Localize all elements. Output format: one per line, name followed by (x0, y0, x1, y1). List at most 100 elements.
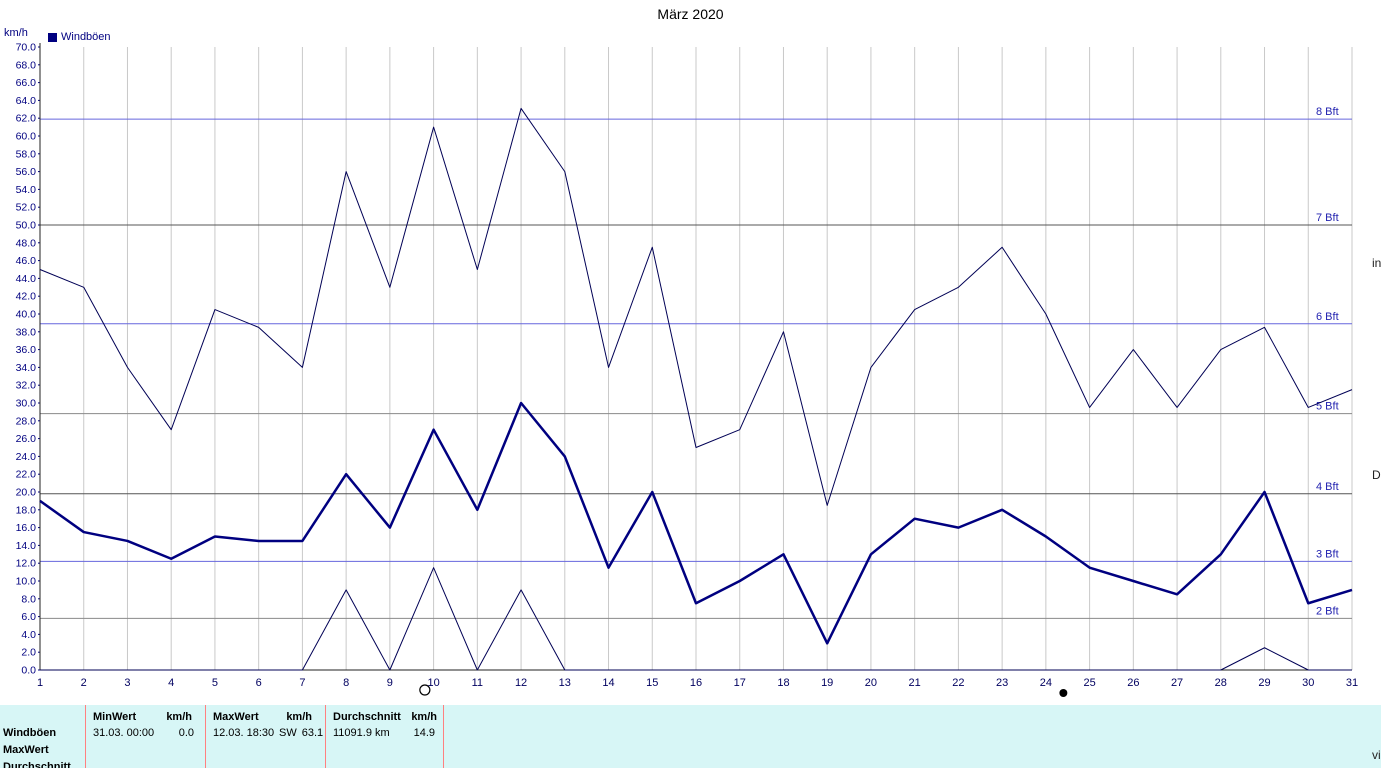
new-moon-icon (1059, 689, 1068, 697)
y-tick-label: 60.0 (16, 131, 37, 143)
x-tick-label: 30 (1302, 677, 1314, 689)
row-label-windboeen: Windböen (3, 727, 57, 739)
y-tick-label: 30.0 (16, 398, 37, 410)
series-windböen-minwert (40, 567, 1352, 671)
min-value: 0.0 (178, 727, 194, 739)
row-label-durchschnitt: Durchschnitt (3, 761, 71, 768)
x-tick-label: 13 (559, 677, 571, 689)
y-tick-label: 2.0 (21, 647, 36, 659)
table-column-separator (325, 705, 326, 768)
wind-run-total: 11091.9 km (333, 727, 390, 739)
header-maxwert: MaxWert km/h (213, 711, 312, 723)
clipped-edge-text: vi (1372, 748, 1381, 762)
y-tick-label: 0.0 (21, 665, 36, 677)
full-moon-icon (419, 684, 431, 696)
y-tick-label: 36.0 (16, 344, 37, 356)
x-tick-label: 2 (81, 677, 87, 689)
y-tick-label: 42.0 (16, 291, 37, 303)
beaufort-label: 4 Bft (1316, 481, 1339, 493)
y-axis-unit-label: km/h (4, 27, 28, 39)
y-tick-label: 10.0 (16, 576, 37, 588)
y-tick-label: 56.0 (16, 166, 37, 178)
max-datetime: 12.03. 18:30 (213, 727, 275, 739)
y-tick-label: 44.0 (16, 273, 37, 285)
y-tick-label: 66.0 (16, 77, 37, 89)
y-tick-label: 24.0 (16, 451, 37, 463)
y-tick-label: 18.0 (16, 504, 37, 516)
y-tick-label: 46.0 (16, 255, 37, 267)
min-datetime: 31.03. 00:00 (93, 727, 155, 739)
x-tick-label: 14 (602, 677, 614, 689)
x-tick-label: 19 (821, 677, 833, 689)
x-tick-label: 29 (1258, 677, 1270, 689)
x-tick-label: 22 (952, 677, 964, 689)
x-tick-label: 9 (387, 677, 393, 689)
clipped-edge-text: in (1372, 256, 1381, 270)
y-tick-label: 64.0 (16, 95, 37, 107)
y-tick-label: 14.0 (16, 540, 37, 552)
stats-table: MinWert km/h MaxWert km/h Durchschnitt k… (0, 705, 1381, 768)
header-unit: km/h (411, 711, 437, 723)
x-tick-label: 5 (212, 677, 218, 689)
header-label: MaxWert (213, 711, 259, 723)
x-tick-label: 3 (124, 677, 130, 689)
x-tick-label: 21 (909, 677, 921, 689)
x-tick-label: 11 (472, 677, 483, 689)
y-tick-label: 70.0 (16, 42, 37, 54)
y-tick-label: 50.0 (16, 220, 37, 232)
max-direction-value: SW 63.1 (279, 727, 323, 739)
header-label: MinWert (93, 711, 137, 723)
x-tick-label: 28 (1215, 677, 1227, 689)
x-tick-label: 31 (1346, 677, 1358, 689)
row-label-maxwert: MaxWert (3, 744, 49, 756)
y-tick-label: 32.0 (16, 380, 37, 392)
x-tick-label: 6 (256, 677, 262, 689)
x-tick-label: 8 (343, 677, 349, 689)
beaufort-label: 3 Bft (1316, 548, 1339, 560)
x-tick-label: 24 (1040, 677, 1052, 689)
x-tick-label: 4 (168, 677, 174, 689)
x-tick-label: 16 (690, 677, 702, 689)
chart-title: März 2020 (657, 6, 724, 22)
y-tick-label: 16.0 (16, 522, 37, 534)
series-windböen-durchschnitt (39, 401, 1353, 645)
x-tick-label: 1 (37, 677, 43, 689)
header-unit: km/h (286, 711, 312, 723)
header-label: Durchschnitt (333, 711, 401, 723)
wind-gust-chart: 2 Bft 3 Bft 4 Bft 5 Bft 6 Bft 7 Bft 8 Bft 0.0 2.… (16, 42, 1358, 697)
series-windböen-maxwert (39, 107, 1353, 506)
legend-color-swatch (48, 32, 57, 42)
header-minwert: MinWert km/h (93, 711, 192, 723)
y-tick-label: 20.0 (16, 487, 37, 499)
clipped-edge-text: D (1372, 468, 1381, 482)
average-value: 14.9 (413, 727, 435, 739)
beaufort-label: 6 Bft (1316, 311, 1339, 323)
x-tick-label: 23 (996, 677, 1008, 689)
y-tick-label: 34.0 (16, 362, 37, 374)
y-tick-label: 22.0 (16, 469, 37, 481)
y-tick-label: 4.0 (21, 629, 36, 641)
y-tick-label: 28.0 (16, 415, 37, 427)
header-durchschnitt: Durchschnitt km/h (333, 711, 437, 723)
table-column-separator (443, 705, 444, 768)
table-column-separator (205, 705, 206, 768)
y-tick-label: 52.0 (16, 202, 37, 214)
legend: Windböen (48, 31, 111, 43)
y-tick-label: 62.0 (16, 113, 37, 125)
y-tick-label: 54.0 (16, 184, 37, 196)
y-tick-label: 58.0 (16, 148, 37, 160)
y-tick-label: 12.0 (16, 558, 37, 570)
header-unit: km/h (166, 711, 192, 723)
x-tick-label: 27 (1171, 677, 1183, 689)
x-tick-label: 18 (777, 677, 789, 689)
beaufort-label: 8 Bft (1316, 106, 1339, 118)
y-tick-label: 68.0 (16, 59, 37, 71)
y-tick-label: 6.0 (21, 611, 36, 623)
x-tick-label: 12 (515, 677, 527, 689)
x-tick-label: 20 (865, 677, 877, 689)
beaufort-label: 5 Bft (1316, 401, 1339, 413)
x-tick-label: 15 (646, 677, 658, 689)
x-tick-label: 26 (1127, 677, 1139, 689)
table-column-separator (85, 705, 86, 768)
